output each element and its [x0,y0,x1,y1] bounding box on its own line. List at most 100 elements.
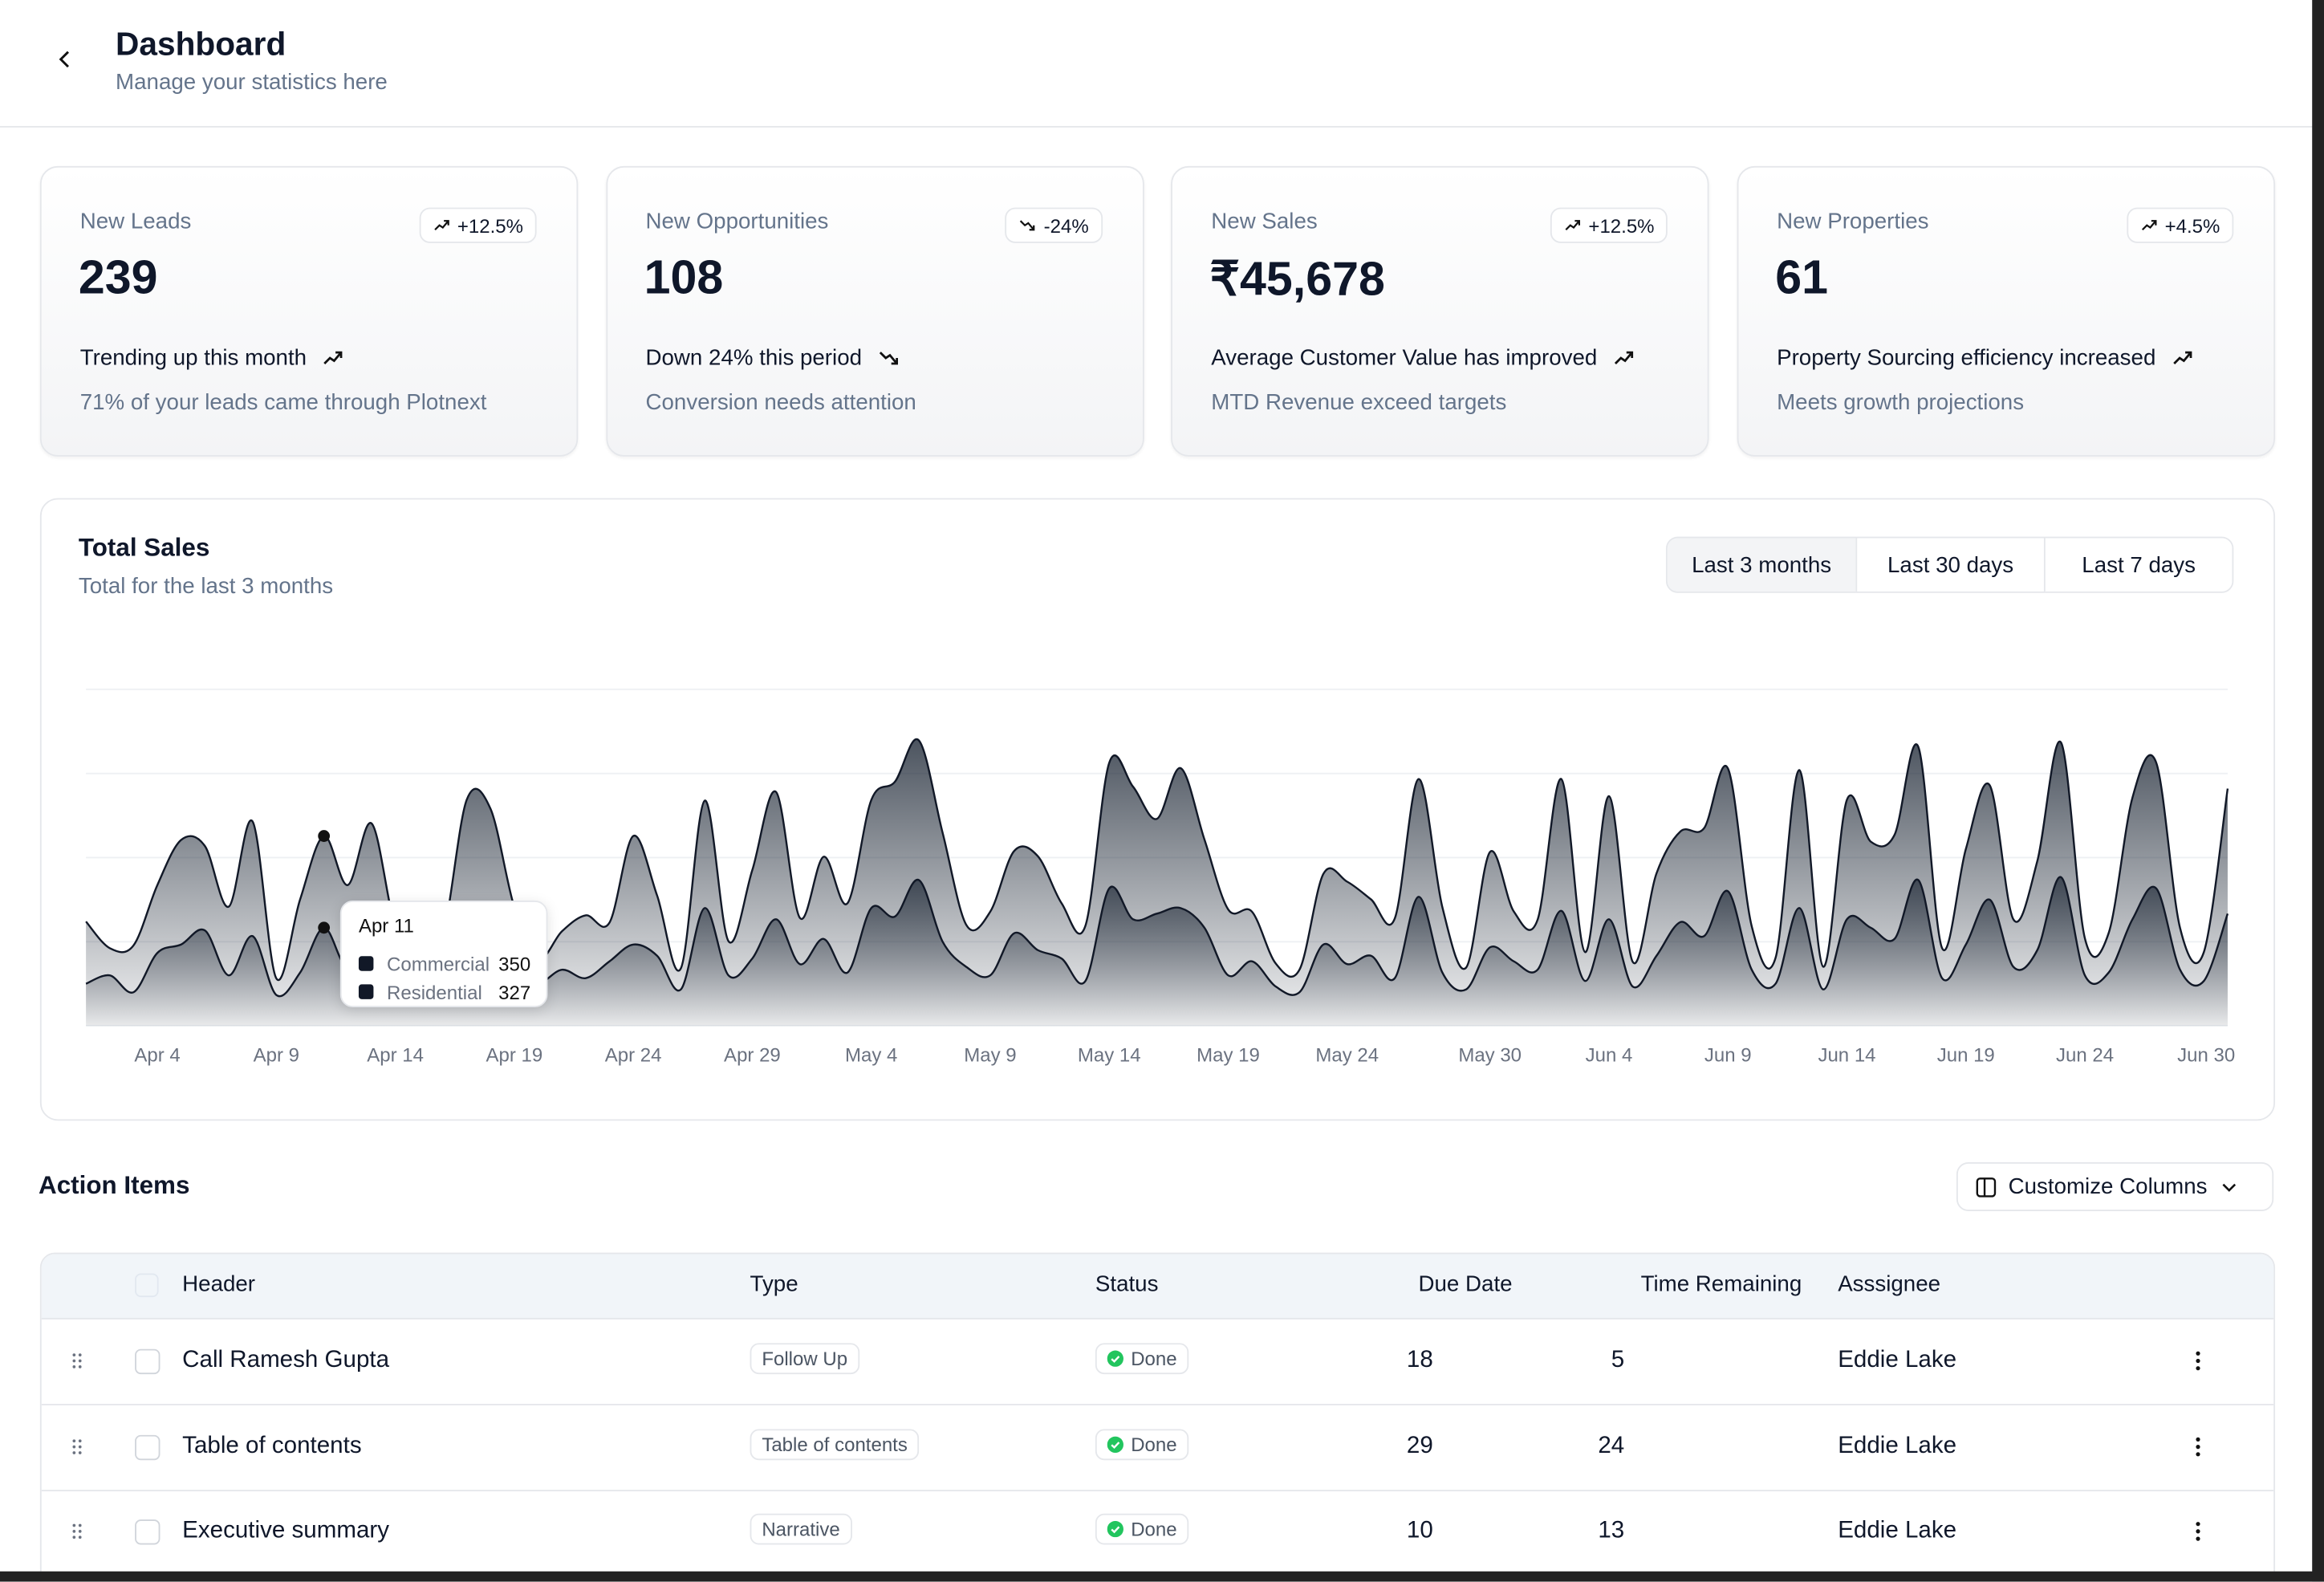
card-label: New Sales [1211,209,1318,234]
drag-dot [78,1523,82,1527]
x-tick-label: Apr 24 [605,1044,662,1066]
status-dot [1107,1350,1123,1367]
menu-dot [2196,1451,2200,1456]
chevron-icon [2222,1182,2237,1191]
x-tick-label: Apr 9 [254,1044,299,1066]
x-tick-label: Jun 9 [1704,1044,1752,1066]
window-edge [0,1571,2324,1582]
type-pill: Follow Up [750,1343,859,1375]
row-header: Table of contents [182,1433,362,1458]
drag-dot [78,1444,82,1448]
trend-badge: +4.5% [2126,207,2233,243]
trend-path [433,220,449,231]
trend-icon [878,352,898,365]
tooltip-box [339,901,548,1007]
card-label: New Properties [1777,209,1929,234]
trend-path [2141,220,2156,231]
table-row: Table of contents Table of contents Done 29… [41,1405,2274,1491]
menu-dot [2196,1436,2200,1442]
window-edge [2312,0,2324,1582]
chart-card [39,498,2276,1121]
drag-dot [72,1353,76,1356]
drag-dot [72,1535,76,1539]
status-pill: Done [1095,1428,1189,1460]
drag-dot [78,1530,82,1533]
menu-dot [2196,1444,2200,1449]
type-pill: Table of contents [750,1428,920,1460]
status-check [1111,1526,1120,1534]
card-value: ₹45,678 [1209,251,1385,306]
tooltip-value: 350 [498,954,530,976]
time-remaining: 5 [1611,1347,1625,1373]
trend-badge: +12.5% [418,207,537,243]
row-menu[interactable] [2193,1519,2202,1543]
drag-dot [78,1450,82,1454]
card-value: 61 [1775,250,1828,304]
x-tick-label: May 9 [964,1044,1016,1066]
row-menu[interactable] [2193,1434,2202,1458]
checkbox[interactable] [135,1434,160,1460]
column-header: Asssignee [1838,1271,1941,1298]
header-divider [0,125,2324,128]
range-button[interactable]: Last 30 days [1855,538,2044,592]
table-header-row [41,1254,2274,1320]
tooltip: Apr 11 Commercial 350 Residential 327 [339,901,548,1007]
legend-swatch [358,956,374,971]
tooltip-name: Commercial [387,954,490,976]
assignee: Eddie Lake [1838,1433,1957,1458]
badge-text: -24% [1043,214,1089,237]
drag-dot [78,1353,82,1356]
area-line [85,738,2229,982]
drag-dot [72,1359,76,1363]
legend-swatch [358,984,374,999]
hover-dot [318,830,331,842]
x-tick-label: May 4 [845,1044,897,1066]
column-header: Header [182,1271,256,1298]
card-value: 108 [644,250,724,304]
due-date: 10 [1406,1518,1433,1543]
drag-dot [72,1450,76,1454]
headline-text: Property Sourcing efficiency increased [1777,345,2156,371]
table-row: Call Ramesh Gupta Follow Up Done 18 5 Eddie L… [41,1320,2274,1405]
menu-dot [2196,1536,2200,1541]
back-button[interactable] [51,44,77,74]
customize-button[interactable]: Customize Columns [1956,1162,2274,1211]
table: Header Type Status Due Date Time Remaining As… [39,1252,2276,1582]
tooltip-name: Residential [387,982,482,1004]
status-check [1111,1356,1120,1363]
card-note: 71% of your leads came through Plotnext [79,389,487,416]
column-header: Status [1095,1271,1159,1298]
drag-dot [72,1438,76,1442]
status-icon [1107,1520,1123,1538]
back-icon [59,51,70,68]
drag-dot [72,1530,76,1533]
x-tick-label: Jun 4 [1586,1044,1633,1066]
card-value: 239 [78,250,158,304]
card-headline: Trending up this month [80,345,344,371]
x-tick-label: May 30 [1458,1044,1522,1066]
badge-text: +12.5% [457,214,523,237]
checkbox[interactable] [135,1519,160,1545]
range-button[interactable]: Last 3 months [1667,538,1856,592]
menu-dot [2196,1351,2200,1356]
menu-dot [2196,1366,2200,1371]
tooltip-value: 327 [498,982,530,1004]
x-tick-label: Jun 24 [2056,1044,2114,1066]
trend-icon [1614,351,1633,364]
row-menu[interactable] [2193,1349,2202,1373]
range-button[interactable]: Last 7 days [2043,538,2233,592]
x-tick-label: Jun 19 [1937,1044,1995,1066]
x-tick-label: Apr 19 [486,1044,543,1066]
table-row: Executive summary Narrative Done 10 13 Eddie … [41,1490,2274,1576]
row-header: Executive summary [182,1518,389,1543]
checkbox[interactable] [135,1348,160,1375]
trend-icon [323,351,343,364]
card-note: MTD Revenue exceed targets [1211,389,1507,416]
columns-icon [1976,1177,1997,1197]
x-tick-label: Apr 4 [134,1044,180,1066]
checkbox[interactable] [135,1273,159,1298]
time-remaining: 24 [1598,1433,1625,1458]
column-header: Type [750,1271,798,1298]
status-pill: Done [1095,1343,1189,1375]
